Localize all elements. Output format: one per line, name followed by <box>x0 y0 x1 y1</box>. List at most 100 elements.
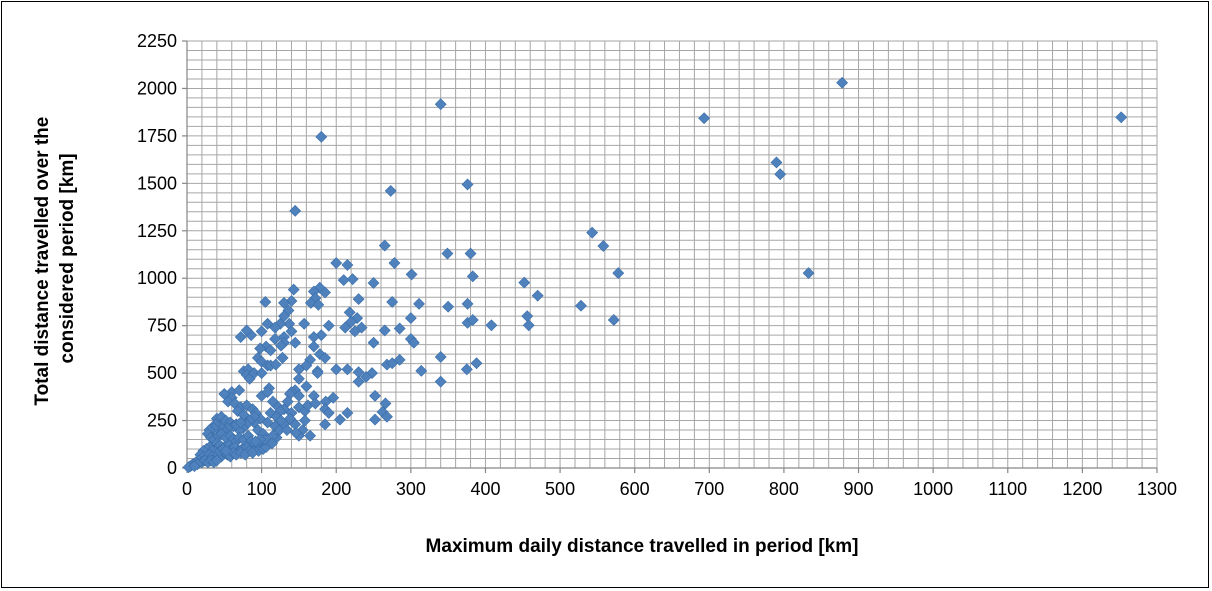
data-point <box>369 413 381 426</box>
data-point <box>300 380 313 393</box>
data-point <box>434 98 447 111</box>
data-point <box>393 322 406 335</box>
data-point <box>298 414 311 427</box>
data-point <box>379 397 392 410</box>
data-point <box>307 340 320 353</box>
data-point <box>285 325 298 338</box>
gridlines <box>187 40 1158 468</box>
data-point <box>275 339 287 352</box>
data-point <box>274 317 287 330</box>
data-point <box>388 257 401 269</box>
data-point <box>381 410 393 423</box>
y-tick-label: 250 <box>147 411 177 431</box>
data-point <box>586 226 599 239</box>
x-tick-label: 500 <box>545 479 575 499</box>
data-point <box>330 363 343 376</box>
data-point <box>518 276 531 289</box>
data-point <box>219 444 232 457</box>
data-point <box>322 319 335 332</box>
data-point <box>774 168 787 181</box>
data-point <box>284 412 296 425</box>
data-point <box>339 321 352 334</box>
data-point <box>384 184 397 197</box>
data-point <box>327 391 340 404</box>
data-point <box>836 76 849 89</box>
data-point <box>304 429 317 442</box>
data-point <box>319 286 331 299</box>
x-tick-label: 1200 <box>1062 479 1102 499</box>
data-point <box>261 386 274 399</box>
data-point <box>266 395 279 408</box>
x-tick-label: 300 <box>396 479 426 499</box>
y-tick-label: 1500 <box>137 173 177 193</box>
data-point <box>287 283 300 296</box>
data-point <box>378 239 391 252</box>
data-point <box>281 424 293 436</box>
data-point <box>521 310 534 323</box>
data-point <box>330 257 343 269</box>
data-point <box>1115 111 1128 124</box>
x-tick-label: 400 <box>470 479 500 499</box>
data-point <box>352 375 365 388</box>
data-point <box>460 363 473 376</box>
data-point <box>278 296 290 309</box>
data-point <box>346 273 359 286</box>
data-point <box>322 407 335 419</box>
y-tick-label: 750 <box>147 316 177 336</box>
x-tick-label: 200 <box>321 479 351 499</box>
y-tick-label: 1750 <box>137 126 177 146</box>
data-point <box>415 364 428 377</box>
y-tick-label: 1000 <box>137 268 177 288</box>
data-point <box>366 367 378 380</box>
x-tick-label: 1300 <box>1137 479 1177 499</box>
x-tick-label: 700 <box>694 479 724 499</box>
data-point <box>311 367 324 380</box>
tick-labels: 0 250 500 750 1000 1250 1500 1750 2000 2250 0 100 20… <box>137 31 1177 499</box>
data-point <box>290 426 302 439</box>
data-point <box>234 416 247 429</box>
y-axis-title-line-1: Total distance travelled over the <box>32 117 53 406</box>
data-point <box>413 297 425 310</box>
data-points <box>182 76 1128 474</box>
data-point <box>466 270 479 283</box>
y-tick-label: 0 <box>167 458 177 478</box>
data-point <box>434 351 447 363</box>
data-point <box>233 384 246 397</box>
data-point <box>341 363 354 376</box>
data-point <box>698 112 711 125</box>
data-point <box>334 413 346 426</box>
data-point <box>341 407 354 419</box>
data-point <box>378 324 391 337</box>
data-point <box>461 297 474 310</box>
data-point <box>249 435 262 448</box>
data-point <box>386 357 399 370</box>
data-point <box>246 446 259 459</box>
x-tick-label: 600 <box>620 479 650 499</box>
data-point <box>531 289 544 302</box>
data-point <box>234 331 247 343</box>
data-point <box>597 240 610 252</box>
data-point <box>259 296 272 308</box>
y-axis-title: Total distance travelled over the consid… <box>32 111 78 405</box>
data-point <box>367 277 380 289</box>
x-axis-title: Maximum daily distance travelled in peri… <box>426 536 859 557</box>
data-point <box>434 375 447 388</box>
data-point <box>461 178 474 191</box>
data-point <box>351 312 364 325</box>
data-point <box>802 267 815 280</box>
data-point <box>315 329 328 342</box>
y-tick-label: 500 <box>147 363 177 383</box>
data-point <box>240 324 253 337</box>
data-point <box>464 247 477 260</box>
data-point <box>369 389 381 402</box>
data-point <box>441 247 454 260</box>
data-point <box>466 314 479 326</box>
data-point <box>348 325 361 338</box>
x-tick-label: 100 <box>247 479 277 499</box>
x-tick-label: 1100 <box>988 479 1027 499</box>
data-point <box>407 336 420 349</box>
data-point <box>470 357 483 370</box>
data-point <box>304 296 317 309</box>
data-point <box>254 342 267 355</box>
data-point <box>404 312 417 325</box>
